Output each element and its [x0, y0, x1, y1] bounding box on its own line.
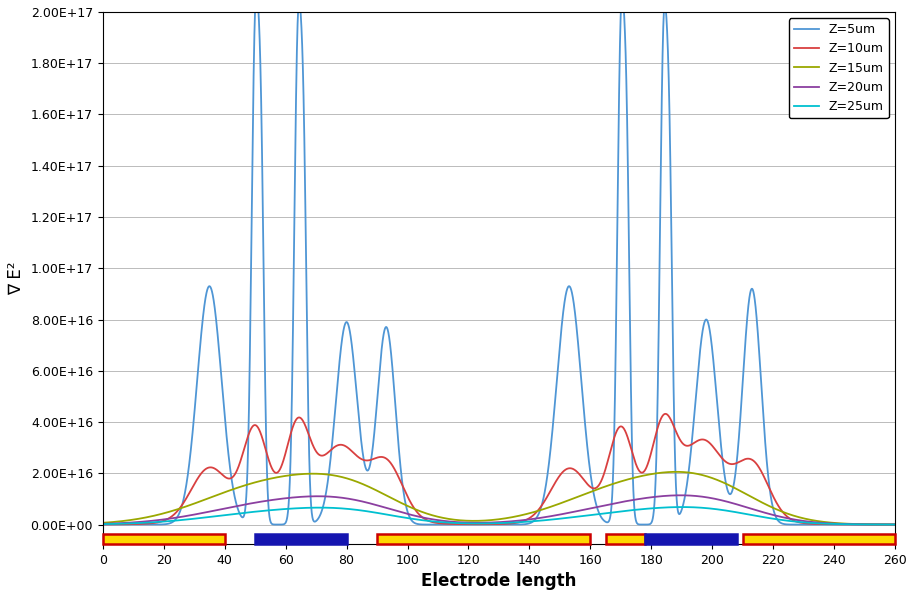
Z=20um [566, 509, 577, 516]
Z=5um [889, 521, 900, 528]
Z=20um [384, 505, 395, 512]
Bar [743, 534, 895, 544]
Z=25um [728, 508, 739, 515]
Z=5um [137, 521, 148, 528]
Z=10um [600, 463, 611, 470]
Z=25um [600, 509, 611, 516]
Z=15um [728, 484, 739, 491]
Z=5um [97, 521, 108, 528]
Line: Z=5um: Z=5um [102, 0, 895, 525]
Z=25um [889, 521, 900, 528]
Z=20um [137, 518, 148, 525]
Z=25um [137, 519, 148, 527]
Z=5um [728, 486, 739, 493]
Bar [377, 534, 590, 544]
Z=5um [384, 338, 395, 345]
Z=10um [566, 465, 577, 472]
Z=15um [384, 494, 395, 501]
Z=25um [384, 512, 395, 519]
Legend: Z=5um, Z=10um, Z=15um, Z=20um, Z=25um: Z=5um, Z=10um, Z=15um, Z=20um, Z=25um [789, 18, 889, 118]
Bar [606, 534, 645, 544]
Z=15um [671, 468, 682, 475]
Z=25um [97, 521, 108, 528]
Bar [645, 534, 737, 544]
Z=20um [685, 492, 696, 499]
Bar [102, 534, 225, 544]
Z=15um [97, 519, 108, 527]
X-axis label: Electrode length: Electrode length [421, 572, 577, 590]
Z=15um [685, 469, 696, 476]
Line: Z=25um: Z=25um [102, 507, 895, 525]
Z=10um [384, 458, 395, 465]
Z=15um [566, 496, 577, 503]
Line: Z=10um: Z=10um [102, 414, 895, 525]
Bar [255, 534, 346, 544]
Z=15um [137, 515, 148, 522]
Z=5um [600, 519, 611, 526]
Z=20um [728, 500, 739, 507]
Z=10um [889, 521, 900, 528]
Z=20um [889, 521, 900, 528]
Z=15um [600, 482, 611, 490]
Line: Z=20um: Z=20um [102, 496, 895, 525]
Z=20um [675, 492, 686, 499]
Z=25um [676, 503, 687, 510]
Z=5um [567, 288, 578, 296]
Z=10um [660, 410, 671, 417]
Line: Z=15um: Z=15um [102, 472, 895, 525]
Z=15um [889, 521, 900, 528]
Z=25um [685, 504, 696, 511]
Y-axis label: ∇ E²: ∇ E² [7, 261, 25, 294]
Z=20um [97, 520, 108, 527]
Z=10um [728, 460, 739, 467]
Z=20um [600, 501, 611, 509]
Z=5um [685, 454, 696, 461]
Z=10um [97, 521, 108, 528]
Z=10um [685, 442, 696, 449]
Z=10um [137, 520, 148, 527]
Z=25um [566, 514, 577, 521]
